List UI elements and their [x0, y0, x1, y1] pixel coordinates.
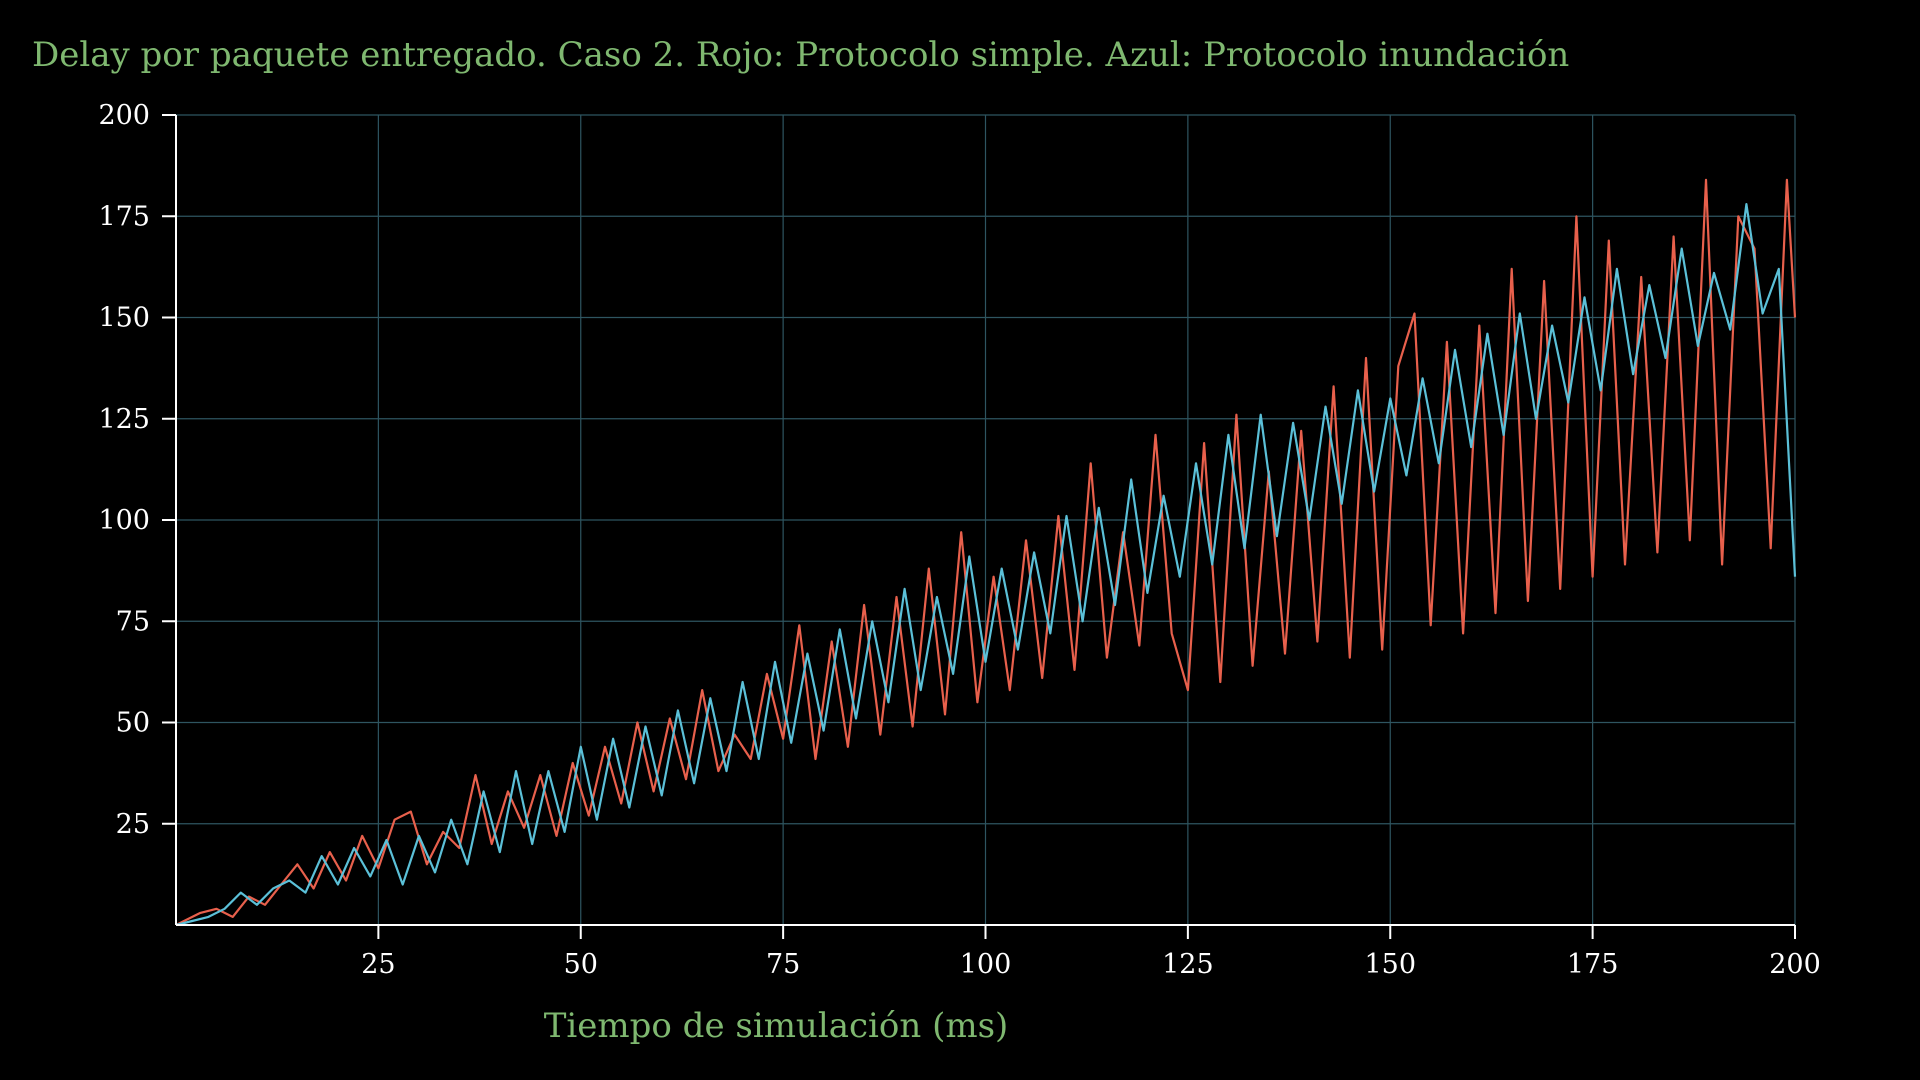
x-axis-label: Tiempo de simulación (ms)	[544, 1006, 1009, 1046]
y-tick-label: 100	[98, 505, 150, 536]
y-ticks-layer: 25 50 75 100 125 150 175 200	[98, 100, 176, 840]
x-ticks-layer: 25 50 75 100 125 150 175 200	[361, 925, 1821, 980]
series-line-red	[175, 178, 1797, 926]
series-layer	[175, 178, 1797, 927]
y-tick-label: 150	[98, 303, 150, 334]
x-tick-label: 200	[1769, 949, 1821, 980]
y-tick-label: 125	[98, 404, 150, 435]
x-tick-label: 75	[766, 949, 800, 980]
y-tick-label: 50	[116, 708, 150, 739]
x-tick-label: 25	[361, 949, 395, 980]
x-tick-label: 125	[1162, 949, 1214, 980]
y-tick-label: 175	[98, 201, 150, 232]
series-line-blue	[175, 203, 1797, 927]
x-tick-label: 50	[564, 949, 598, 980]
grid-layer	[176, 114, 1796, 925]
chart-title: Delay por paquete entregado. Caso 2. Roj…	[32, 35, 1569, 75]
y-tick-label: 25	[116, 809, 150, 840]
x-tick-label: 100	[960, 949, 1012, 980]
y-tick-label: 200	[98, 100, 150, 131]
y-tick-label: 75	[116, 606, 150, 637]
x-tick-label: 175	[1567, 949, 1619, 980]
x-tick-label: 150	[1364, 949, 1416, 980]
